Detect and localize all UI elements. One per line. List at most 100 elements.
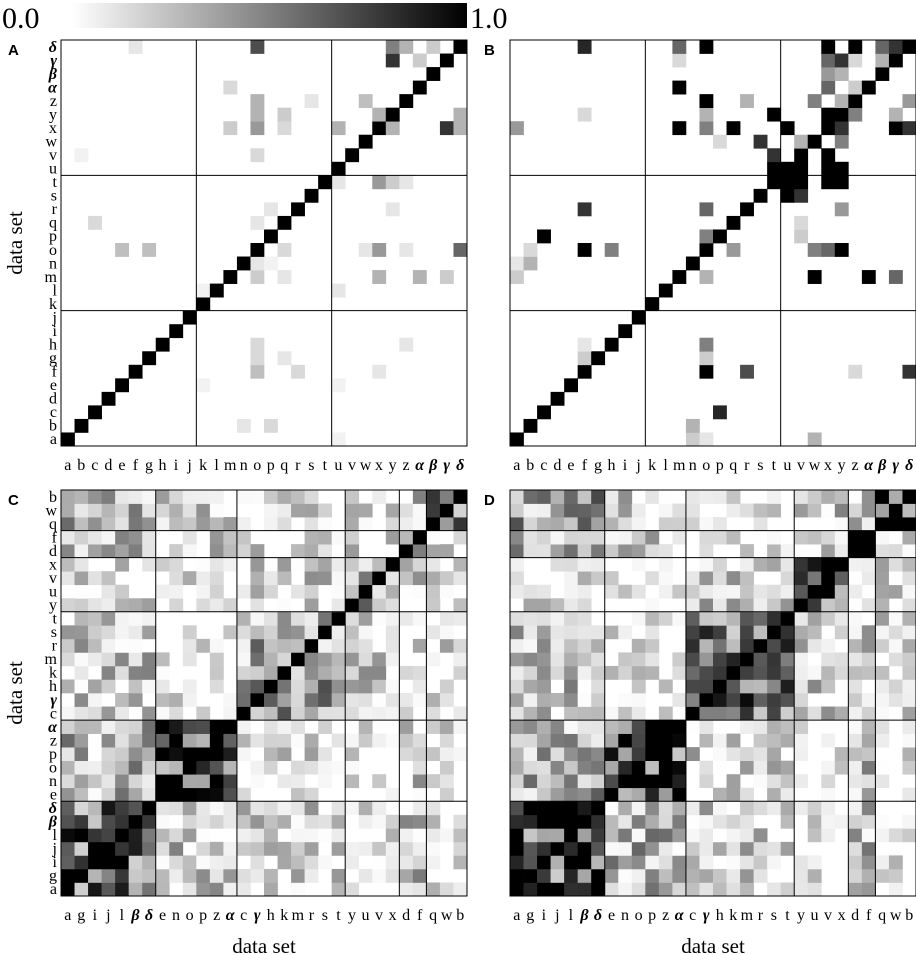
heatmap-cell — [115, 503, 130, 518]
heatmap-cell — [385, 598, 400, 613]
heatmap-cell — [523, 828, 538, 843]
heatmap-cell — [155, 841, 170, 856]
y-tick-label: α — [48, 79, 58, 96]
heatmap-cell — [672, 733, 687, 748]
heatmap-cell — [834, 517, 849, 531]
heatmap-cell — [807, 801, 822, 816]
heatmap-cell — [331, 733, 346, 748]
heatmap-cell — [834, 67, 849, 81]
heatmap-cell — [331, 693, 346, 707]
heatmap-cell — [142, 557, 157, 572]
heatmap-cell — [182, 801, 197, 816]
x-tick-label: i — [93, 907, 98, 924]
heatmap-cell — [358, 598, 373, 613]
heatmap-cell — [631, 801, 646, 816]
x-tick-label: l — [663, 457, 668, 474]
heatmap-cell — [537, 747, 551, 762]
heatmap-cell — [713, 665, 727, 680]
heatmap-cell — [672, 801, 687, 816]
heatmap-cell — [182, 638, 197, 653]
heatmap-cell — [713, 747, 727, 762]
heatmap-cell — [510, 611, 524, 626]
heatmap-cell — [453, 243, 468, 257]
heatmap-cell — [848, 787, 863, 802]
heatmap-cell — [618, 544, 633, 559]
heatmap-cell — [399, 175, 414, 190]
heatmap-cell — [264, 801, 278, 816]
heatmap-cell — [291, 814, 305, 829]
heatmap-cell — [182, 310, 197, 325]
heatmap-cell — [372, 611, 387, 626]
heatmap-cell — [699, 337, 714, 352]
heatmap-cell — [88, 215, 102, 230]
x-tick-label: v — [348, 457, 356, 474]
x-tick-label: z — [662, 907, 669, 924]
heatmap-cell — [794, 679, 809, 694]
heatmap-cell — [264, 720, 278, 734]
x-tick-label: n — [172, 907, 180, 924]
heatmap-cell — [291, 611, 305, 626]
x-tick-label: δ — [594, 907, 602, 924]
heatmap-cell — [618, 652, 633, 667]
heatmap-cell — [264, 882, 278, 897]
heatmap-cell — [604, 733, 619, 748]
y-tick-label: y — [49, 597, 57, 614]
heatmap-cell — [564, 801, 579, 816]
y-tick-label: d — [49, 543, 57, 560]
heatmap-cell — [115, 868, 130, 883]
heatmap-cell — [807, 814, 822, 829]
heatmap-cell — [155, 557, 170, 572]
heatmap-cell — [88, 503, 102, 518]
heatmap-cell — [182, 652, 197, 667]
heatmap-cell — [861, 598, 876, 613]
heatmap-cell — [685, 868, 700, 883]
heatmap-cell — [399, 94, 414, 109]
heatmap-cell — [713, 598, 727, 613]
heatmap-cell — [713, 405, 727, 420]
heatmap-cell — [453, 652, 468, 667]
heatmap-cell — [439, 679, 454, 694]
heatmap-cell — [209, 882, 224, 897]
heatmap-cell — [61, 841, 75, 856]
heatmap-cell — [564, 882, 579, 897]
heatmap-cell — [631, 665, 646, 680]
heatmap-cell — [780, 787, 795, 802]
heatmap-cell — [250, 733, 265, 748]
heatmap-cell — [155, 787, 170, 802]
heatmap-cell — [902, 625, 916, 640]
heatmap-cell — [182, 571, 197, 586]
heatmap-cell — [128, 693, 143, 707]
heatmap-cell — [848, 638, 863, 653]
x-tick-label: p — [267, 457, 275, 474]
heatmap-cell — [685, 679, 700, 694]
heatmap-cell — [848, 733, 863, 748]
heatmap-cell — [510, 652, 524, 667]
heatmap-cell — [426, 557, 441, 572]
heatmap-cell — [318, 557, 333, 572]
heatmap-cell — [358, 611, 373, 626]
heatmap-cell — [155, 747, 170, 762]
heatmap-cell — [604, 774, 619, 789]
y-tick-label: u — [49, 584, 57, 601]
heatmap-cell — [780, 544, 795, 559]
heatmap-cell — [699, 432, 714, 447]
heatmap-cell — [807, 679, 822, 694]
heatmap-cell — [61, 801, 75, 816]
heatmap-cell — [699, 611, 714, 626]
heatmap-cell — [74, 598, 89, 613]
heatmap-cell — [412, 882, 427, 897]
heatmap-cell — [399, 693, 414, 707]
heatmap-cell — [631, 679, 646, 694]
x-tick-label: m — [224, 457, 237, 474]
heatmap-cell — [713, 733, 727, 748]
heatmap-cell — [794, 638, 809, 653]
heatmap-cell — [834, 503, 849, 518]
heatmap-cell — [128, 814, 143, 829]
heatmap-cell — [115, 665, 130, 680]
heatmap-cell — [250, 94, 265, 109]
heatmap-cell — [372, 490, 387, 504]
heatmap-cell — [740, 720, 754, 734]
heatmap-cell — [699, 679, 714, 694]
heatmap-cell — [372, 665, 387, 680]
heatmap-cell — [902, 706, 916, 721]
